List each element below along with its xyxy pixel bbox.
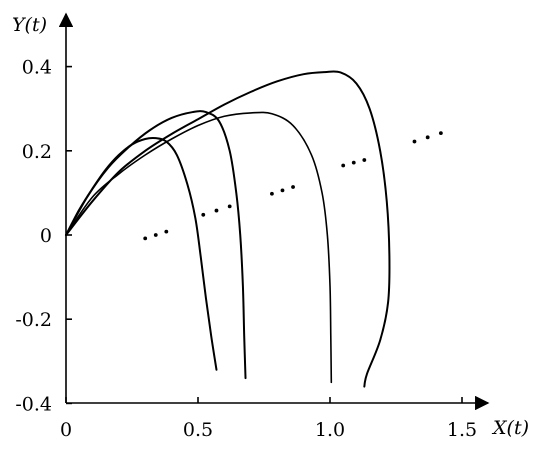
x-ticks: 0 0.5 1.0 1.5 [60, 397, 477, 441]
series-4-point-14 [438, 131, 443, 136]
series-2 [65, 111, 333, 384]
series-4-point-11 [362, 158, 367, 162]
series-layer [65, 70, 443, 388]
series-4-point-3 [201, 212, 206, 217]
y-axis-title: Y(t) [12, 14, 47, 36]
y-tick-label-0: 0.4 [22, 57, 52, 79]
axes [58, 12, 490, 411]
series-4-point-2 [164, 229, 169, 234]
y-ticks: 0.4 0.2 0 -0.2 -0.4 [15, 57, 72, 415]
x-axis-title: X(t) [491, 417, 529, 439]
y-tick-label-2: 0 [40, 225, 52, 247]
series-1-line [65, 110, 247, 380]
series-3 [65, 70, 391, 388]
x-tick-label-1: 0.5 [183, 419, 213, 441]
series-4-point-7 [280, 188, 285, 193]
series-4-point-13 [425, 135, 430, 140]
series-4-point-5 [227, 204, 232, 209]
y-tick-label-1: 0.2 [22, 141, 52, 163]
series-4-point-9 [341, 163, 346, 168]
series-4-point-6 [270, 191, 274, 196]
series-0-line [65, 136, 218, 371]
series-2-line [65, 111, 333, 384]
series-4 [143, 131, 443, 241]
series-3-line [65, 70, 391, 388]
series-1 [65, 110, 247, 380]
x-tick-label-0: 0 [60, 419, 72, 441]
series-4-point-8 [291, 185, 295, 189]
x-tick-label-3: 1.5 [447, 419, 477, 441]
series-0 [65, 136, 218, 371]
y-tick-label-3: -0.2 [15, 309, 52, 331]
series-4-point-10 [351, 160, 356, 165]
x-tick-label-2: 1.0 [315, 419, 345, 441]
series-4-point-4 [214, 208, 219, 213]
series-4-point-1 [153, 233, 158, 237]
series-4-point-0 [143, 236, 148, 241]
y-tick-label-4: -0.4 [15, 393, 52, 415]
series-4-point-12 [412, 139, 417, 144]
